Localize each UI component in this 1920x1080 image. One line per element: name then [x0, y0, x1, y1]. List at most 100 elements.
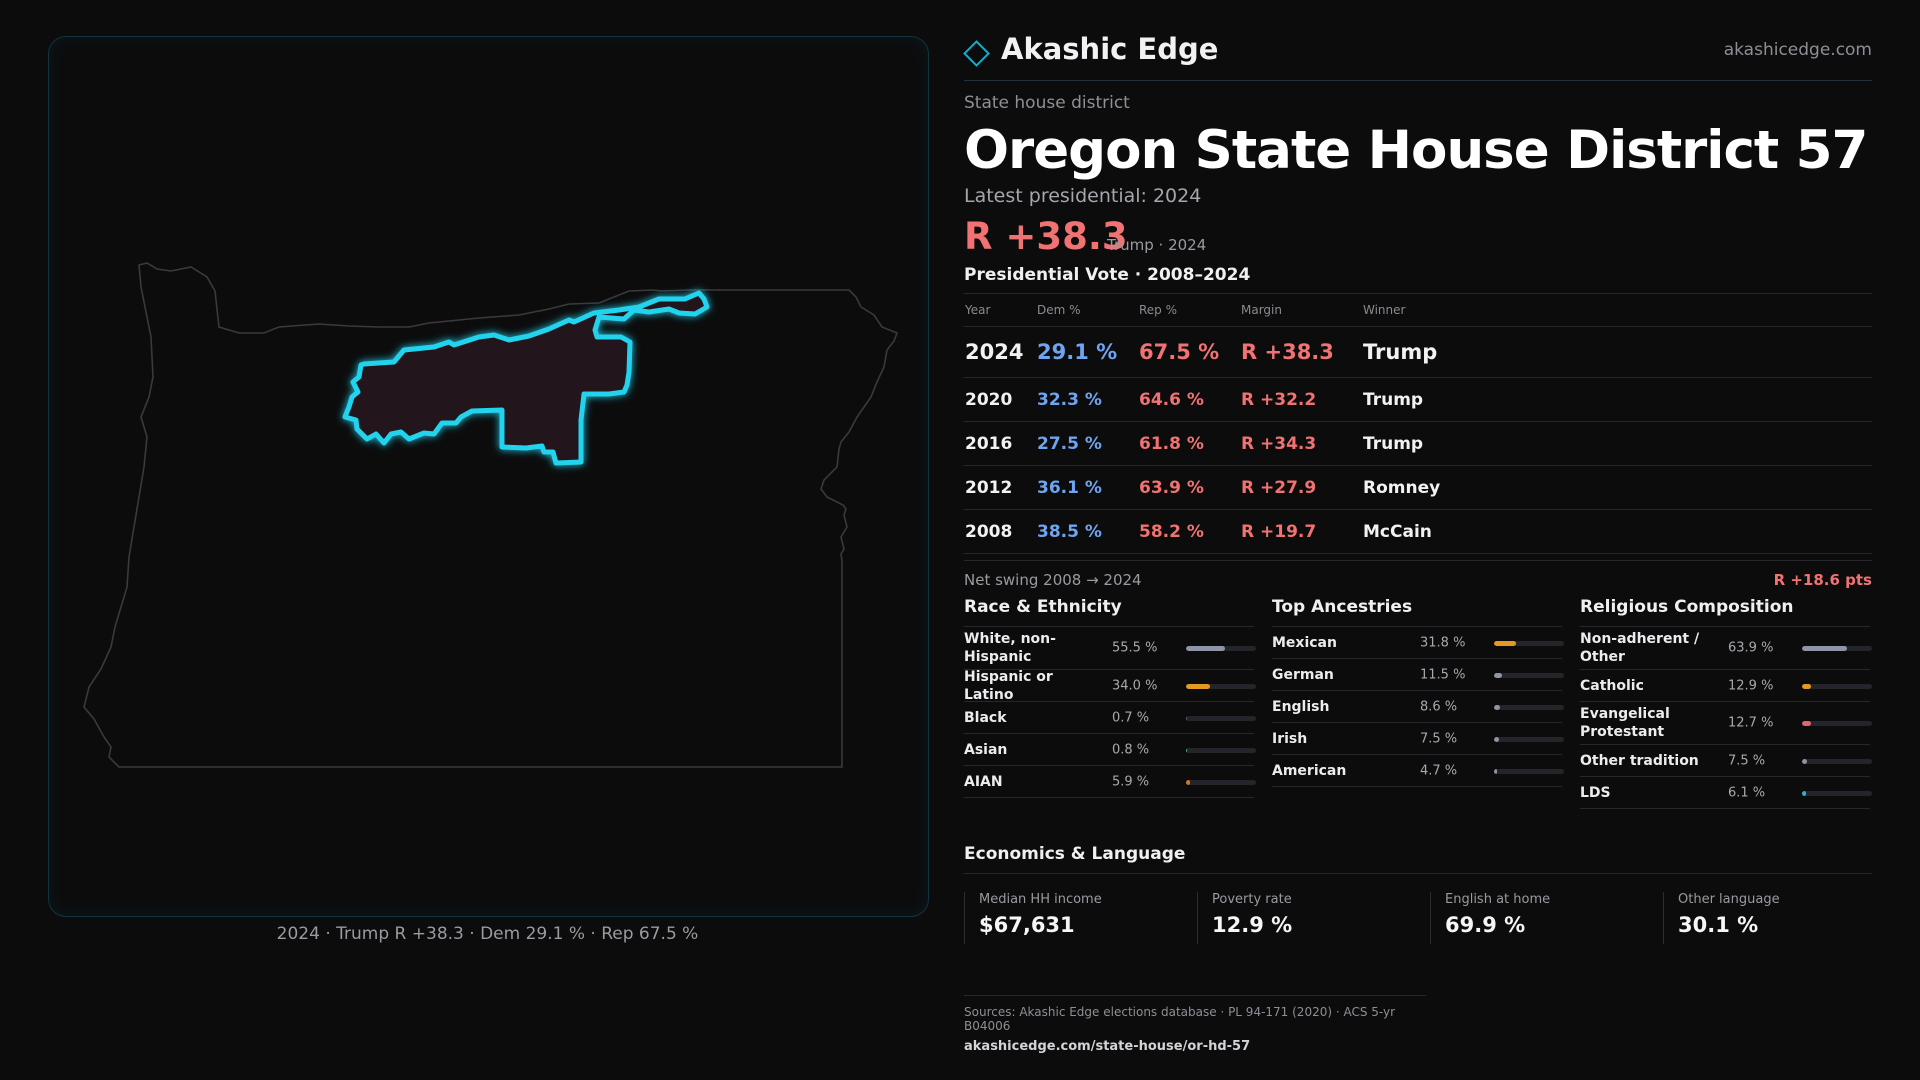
margin-cell: R +27.9 [1240, 465, 1362, 510]
winner-cell: McCain [1362, 509, 1872, 554]
item-pct: 0.7 % [1112, 710, 1150, 725]
item-pct: 12.9 % [1728, 678, 1774, 693]
race-ethnicity-title: Race & Ethnicity [964, 597, 1254, 627]
dem-cell: 27.5 % [1036, 421, 1138, 466]
bar-fill [1494, 704, 1501, 710]
winner-cell: Trump [1362, 421, 1872, 466]
sources-footer: Sources: Akashic Edge elections database… [964, 995, 1426, 1054]
bar-fill [1186, 683, 1210, 689]
bar-fill [1494, 736, 1500, 742]
bar-track [1802, 721, 1872, 726]
stat-card: Poverty rate 12.9 % [1197, 892, 1409, 944]
winner-cell: Trump [1362, 326, 1872, 378]
bar-track [1186, 747, 1256, 753]
brand-header: Akashic Edge akashicedge.com [963, 30, 1872, 81]
brand-name[interactable]: Akashic Edge [1001, 32, 1219, 66]
district-type-label: State house district [964, 93, 1130, 113]
bar-track [1494, 736, 1564, 742]
list-item: Catholic 12.9 % [1580, 670, 1872, 702]
item-label: White, non-Hispanic [964, 631, 1056, 665]
bar-fill [1186, 715, 1188, 721]
item-label: LDS [1580, 784, 1611, 801]
bar-track [1494, 672, 1564, 678]
bar-fill [1186, 747, 1188, 753]
headline-margin: R +38.3 Trump · 2024 [964, 215, 1872, 261]
rep-cell: 64.6 % [1138, 377, 1240, 422]
column-header: Winner [1362, 294, 1872, 327]
bar-track [1186, 779, 1256, 785]
bar-track [1802, 758, 1872, 764]
bar-fill [1802, 683, 1812, 689]
list-item: American 4.7 % [1272, 755, 1564, 787]
latest-presidential-label: Latest presidential: 2024 [964, 185, 1202, 207]
list-item: Non-adherent / Other 63.9 % [1580, 627, 1872, 670]
bar-fill [1494, 640, 1517, 646]
item-label: German [1272, 666, 1334, 683]
item-label: Catholic [1580, 677, 1644, 694]
rep-cell: 58.2 % [1138, 509, 1240, 554]
economics-title: Economics & Language [964, 844, 1872, 874]
stat-label: Poverty rate [1212, 892, 1292, 907]
district-map[interactable] [48, 36, 929, 917]
column-header: Margin [1240, 294, 1362, 327]
item-pct: 12.7 % [1728, 715, 1774, 731]
bar-fill [1802, 758, 1808, 764]
item-label: Other tradition [1580, 752, 1699, 769]
list-item: LDS 6.1 % [1580, 777, 1872, 809]
ancestries-panel: Top Ancestries Mexican 31.8 % German 11.5 … [1272, 597, 1564, 787]
bar-track [1802, 683, 1872, 689]
list-item: Other tradition 7.5 % [1580, 745, 1872, 777]
bar-fill [1802, 790, 1807, 796]
list-item: English 8.6 % [1272, 691, 1564, 723]
bar-track [1186, 646, 1256, 651]
rep-cell: 67.5 % [1138, 326, 1240, 378]
rep-cell: 61.8 % [1138, 421, 1240, 466]
item-label: Non-adherent / Other [1580, 631, 1700, 665]
district-shape[interactable] [342, 290, 710, 466]
net-swing-label: Net swing 2008 → 2024 [964, 571, 1142, 589]
sources-text: Sources: Akashic Edge elections database… [964, 1005, 1396, 1033]
bar-track [1494, 768, 1564, 774]
page-title: Oregon State House District 57 [964, 120, 1868, 181]
item-label: Hispanic or Latino [964, 668, 1053, 703]
oregon-map-svg [83, 262, 899, 768]
stat-value: $67,631 [979, 913, 1075, 937]
table-header-row: Year Dem % Rep % Margin Winner [964, 294, 1872, 327]
item-pct: 55.5 % [1112, 640, 1158, 656]
diamond-logo-icon [963, 40, 990, 67]
stat-value: 69.9 % [1445, 913, 1526, 937]
map-caption: 2024 · Trump R +38.3 · Dem 29.1 % · Rep … [276, 924, 699, 944]
dem-cell: 29.1 % [1036, 326, 1138, 378]
ancestries-title: Top Ancestries [1272, 597, 1562, 627]
winner-cell: Romney [1362, 465, 1872, 510]
sources-url-link[interactable]: akashicedge.com/state-house/or-hd-57 [964, 1039, 1251, 1054]
bar-fill [1802, 721, 1811, 726]
list-item: Irish 7.5 % [1272, 723, 1564, 755]
item-label: Mexican [1272, 634, 1337, 651]
item-pct: 11.5 % [1420, 667, 1466, 682]
item-pct: 8.6 % [1420, 699, 1458, 714]
year-cell: 2020 [964, 377, 1036, 422]
stat-value: 12.9 % [1212, 913, 1293, 937]
bar-track [1186, 715, 1256, 721]
headline-margin-value: R +38.3 [964, 215, 1128, 258]
year-cell: 2024 [964, 326, 1036, 378]
details-panel: Akashic Edge akashicedge.com State house… [963, 30, 1872, 837]
column-header: Rep % [1138, 294, 1240, 327]
bar-track [1494, 704, 1564, 710]
margin-cell: R +32.2 [1240, 377, 1362, 422]
headline-margin-sub: Trump · 2024 [1107, 236, 1207, 254]
table-row: 2016 27.5 % 61.8 % R +34.3 Trump [964, 421, 1872, 466]
table-row: 2020 32.3 % 64.6 % R +32.2 Trump [964, 377, 1872, 422]
economics-stats: Median HH income $67,631 Poverty rate 12… [964, 892, 1872, 944]
dem-cell: 38.5 % [1036, 509, 1138, 554]
state-outline [83, 262, 899, 768]
brand-url-link[interactable]: akashicedge.com [1723, 40, 1872, 60]
stat-label: Median HH income [979, 892, 1102, 907]
stat-card: English at home 69.9 % [1430, 892, 1642, 944]
item-label: English [1272, 698, 1330, 715]
item-label: Evangelical Protestant [1580, 706, 1670, 740]
stat-card: Other language 30.1 % [1663, 892, 1875, 944]
margin-cell: R +38.3 [1240, 326, 1362, 378]
item-pct: 7.5 % [1728, 753, 1766, 768]
